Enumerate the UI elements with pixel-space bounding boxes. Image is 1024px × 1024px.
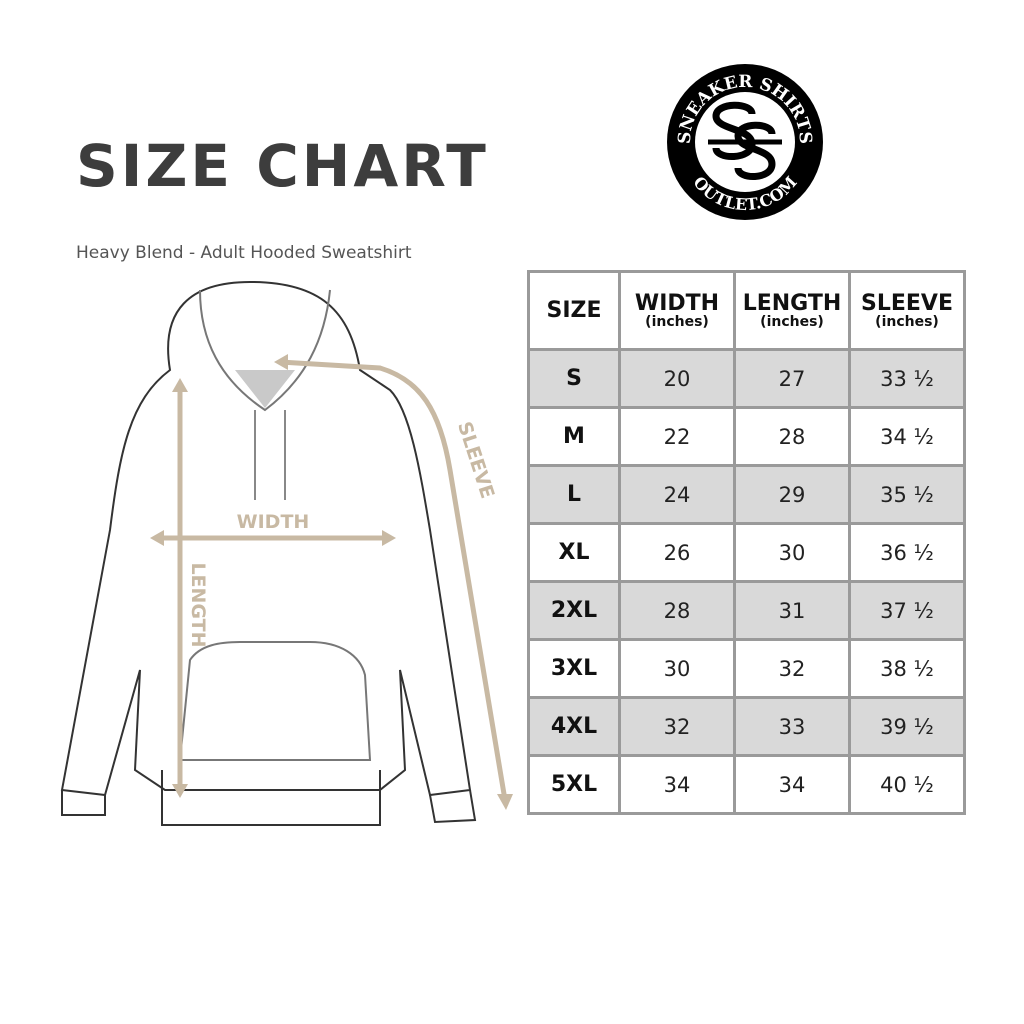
cell-length: 31 <box>733 580 851 641</box>
header-size: SIZE <box>527 270 621 351</box>
cell-length: 32 <box>733 638 851 699</box>
table-row: 2XL 28 31 37 ½ <box>527 580 966 641</box>
cell-size: L <box>527 464 621 525</box>
header-length: LENGTH (inches) <box>733 270 851 351</box>
table-row: M 22 28 34 ½ <box>527 406 966 467</box>
cell-width: 26 <box>618 522 736 583</box>
cell-size: 3XL <box>527 638 621 699</box>
cell-length: 33 <box>733 696 851 757</box>
table-row: 5XL 34 34 40 ½ <box>527 754 966 815</box>
cell-sleeve: 33 ½ <box>848 348 966 409</box>
table-row: S 20 27 33 ½ <box>527 348 966 409</box>
header-sleeve: SLEEVE (inches) <box>848 270 966 351</box>
table-header-row: SIZE WIDTH (inches) LENGTH (inches) SLEEVE… <box>527 270 966 351</box>
cell-width: 30 <box>618 638 736 699</box>
cell-length: 29 <box>733 464 851 525</box>
cell-length: 30 <box>733 522 851 583</box>
cell-size: XL <box>527 522 621 583</box>
hoodie-outline <box>60 280 472 797</box>
cell-size: 2XL <box>527 580 621 641</box>
cell-sleeve: 36 ½ <box>848 522 966 583</box>
header-width: WIDTH (inches) <box>618 270 736 351</box>
cell-sleeve: 38 ½ <box>848 638 966 699</box>
cell-size: M <box>527 406 621 467</box>
cell-sleeve: 39 ½ <box>848 696 966 757</box>
cell-size: 5XL <box>527 754 621 815</box>
length-label: LENGTH <box>187 562 209 647</box>
sleeve-measure-line <box>279 359 508 801</box>
cell-sleeve: 35 ½ <box>848 464 966 525</box>
sleeve-label: SLEEVE <box>453 419 498 501</box>
cell-size: S <box>527 348 621 409</box>
table-row: 3XL 30 32 38 ½ <box>527 638 966 699</box>
width-label: WIDTH <box>237 511 310 533</box>
brand-logo: SNEAKER SHIRTS OUTLET.COM <box>667 64 823 220</box>
size-table: SIZE WIDTH (inches) LENGTH (inches) SLEEVE… <box>527 270 966 815</box>
cell-width: 20 <box>618 348 736 409</box>
cell-width: 32 <box>618 696 736 757</box>
page-title: SIZE CHART <box>76 132 489 200</box>
logo-monogram-icon <box>708 101 782 180</box>
cell-length: 34 <box>733 754 851 815</box>
cell-sleeve: 40 ½ <box>848 754 966 815</box>
cell-length: 28 <box>733 406 851 467</box>
table-row: 4XL 32 33 39 ½ <box>527 696 966 757</box>
cell-width: 24 <box>618 464 736 525</box>
cell-width: 22 <box>618 406 736 467</box>
cell-length: 27 <box>733 348 851 409</box>
hoodie-diagram: WIDTH LENGTH SLEEVE <box>60 280 513 826</box>
table-row: L 24 29 35 ½ <box>527 464 966 525</box>
cell-sleeve: 34 ½ <box>848 406 966 467</box>
cell-size: 4XL <box>527 696 621 757</box>
cell-width: 28 <box>618 580 736 641</box>
table-row: XL 26 30 36 ½ <box>527 522 966 583</box>
cell-width: 34 <box>618 754 736 815</box>
cell-sleeve: 37 ½ <box>848 580 966 641</box>
product-subtitle: Heavy Blend - Adult Hooded Sweatshirt <box>76 243 412 263</box>
